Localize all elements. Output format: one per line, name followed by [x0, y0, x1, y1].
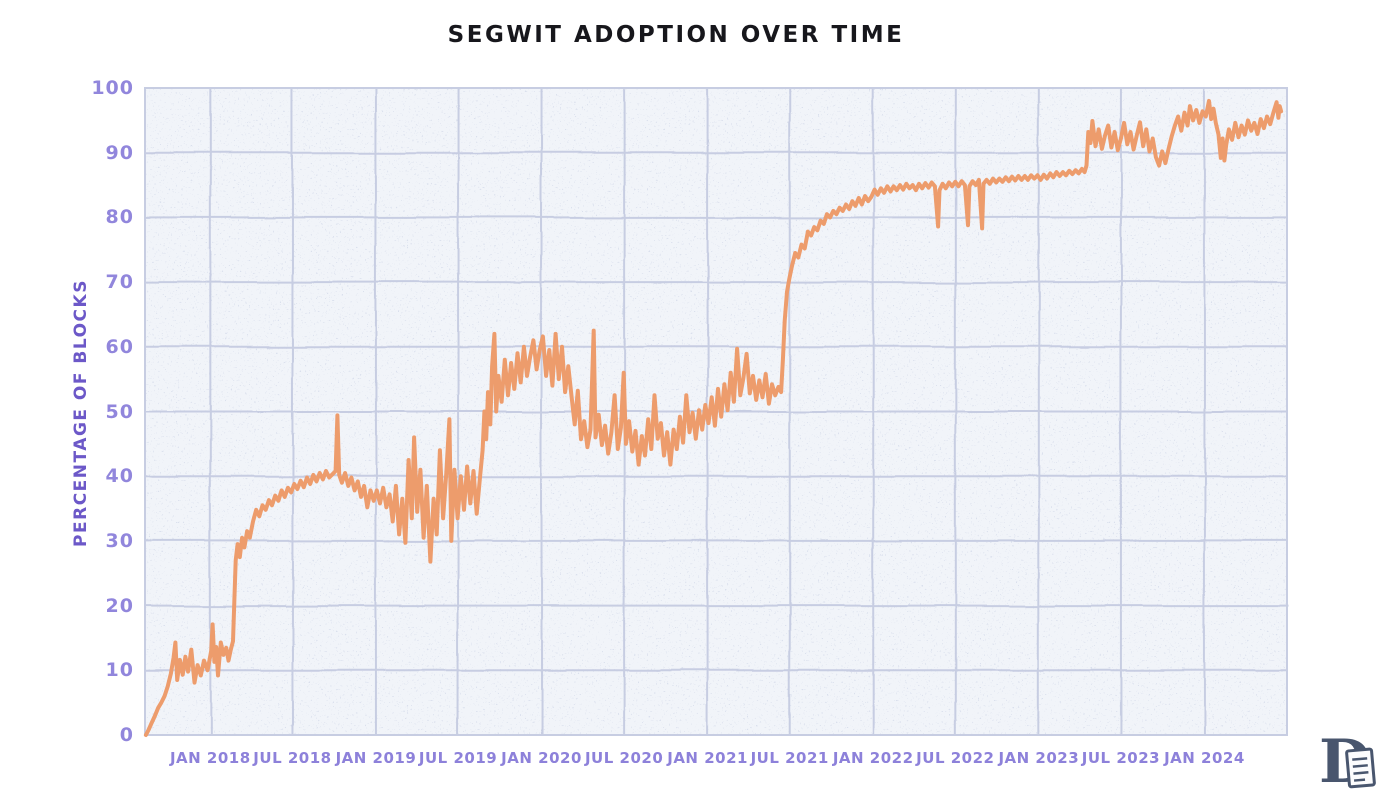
document-icon	[1345, 747, 1376, 789]
series-line	[143, 98, 1284, 737]
x-tick-label: Jul 2018	[253, 749, 332, 767]
y-tick-label: 30	[105, 529, 134, 552]
y-tick-label: 10	[105, 659, 134, 682]
x-tick-label: Jul 2021	[750, 749, 829, 767]
y-tick-label: 80	[105, 206, 134, 229]
x-tick-label: Jul 2022	[916, 749, 995, 767]
segwit-line-series	[143, 98, 1284, 737]
site-logo-icon: D	[1319, 727, 1376, 794]
x-tick-label: Jan 2018	[169, 749, 251, 767]
gridlines	[145, 88, 1287, 735]
x-tick-label: Jul 2023	[1081, 749, 1161, 767]
y-tick-label: 90	[105, 141, 134, 164]
y-tick-label: 70	[105, 271, 134, 294]
x-tick-label: Jan 2024	[1164, 749, 1245, 767]
y-tick-label: 20	[105, 594, 134, 617]
y-tick-label: 100	[91, 77, 134, 99]
y-tick-label: 60	[105, 335, 134, 358]
y-tick-label: 50	[105, 400, 134, 423]
x-tick-label: Jan 2020	[501, 749, 582, 767]
x-tick-label: Jan 2021	[667, 749, 748, 767]
y-tick-label: 40	[105, 465, 134, 488]
x-tick-label: Jul 2020	[584, 749, 664, 767]
y-tick-label: 0	[119, 724, 134, 746]
chart-title: SegWit adoption over time	[447, 22, 905, 48]
x-tick-label: Jan 2023	[998, 749, 1080, 767]
x-tick-label: Jul 2019	[418, 749, 498, 767]
x-tick-label: Jan 2019	[335, 749, 417, 767]
x-tick-label: Jan 2022	[832, 749, 914, 767]
